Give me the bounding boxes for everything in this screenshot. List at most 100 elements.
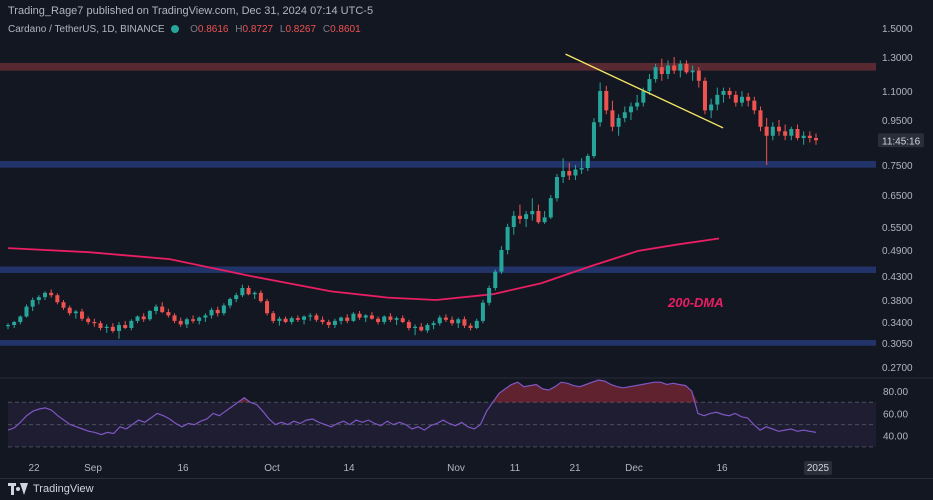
candle-body [443, 317, 448, 320]
candle-body [653, 67, 658, 80]
candle-body [172, 315, 177, 321]
candle-body [369, 315, 374, 319]
candle-body [739, 96, 744, 103]
candle-body [302, 316, 307, 320]
candle-body [795, 129, 800, 138]
candle-body [437, 317, 442, 324]
candle-body [197, 317, 202, 321]
time-tick-label: 16 [177, 463, 189, 474]
candle-body [573, 169, 578, 176]
candle-body [110, 326, 115, 331]
footer-bar: TradingView [0, 478, 933, 500]
low-value: 0.8267 [285, 24, 317, 35]
price-tick-label: 0.4300 [882, 272, 913, 283]
price-tick-label: 1.3000 [882, 53, 913, 64]
candle-body [561, 171, 566, 177]
candle-body [524, 214, 529, 219]
rsi-overbought-fill [8, 380, 816, 403]
candle-body [764, 126, 769, 136]
time-tick-label: 16 [716, 463, 728, 474]
candle-body [221, 305, 226, 314]
candle-body [616, 118, 621, 127]
candle-body [351, 313, 356, 321]
candle-body [345, 317, 350, 321]
candle-body [801, 135, 806, 138]
current-price-box [878, 133, 924, 148]
candle-body [376, 318, 381, 322]
candle-body [647, 79, 652, 91]
candle-body [807, 135, 812, 138]
candle-body [678, 63, 683, 71]
candle-body [721, 91, 726, 95]
symbol-legend: Cardano / TetherUS, 1D, BINANCE O0.8616 … [8, 24, 361, 35]
candle-body [746, 96, 751, 101]
candle-body [450, 319, 455, 324]
candle-body [536, 211, 541, 223]
candle-body [61, 302, 66, 308]
candle-body [406, 322, 411, 328]
time-tick-label: Oct [264, 463, 280, 474]
time-tick-label: 14 [343, 463, 355, 474]
candle-body [295, 318, 300, 320]
symbol-title: Cardano / TetherUS, 1D, BINANCE [8, 24, 165, 35]
candle-body [813, 138, 819, 141]
candle-body [480, 302, 485, 321]
candle-body [610, 110, 615, 127]
tradingview-logo[interactable]: TradingView [8, 483, 94, 495]
price-tick-label: 0.4900 [882, 246, 913, 257]
candle-body [431, 323, 436, 325]
candle-body [567, 171, 572, 176]
price-tick-label: 0.7500 [882, 161, 913, 172]
candle-body [228, 299, 233, 306]
candle-body [690, 70, 695, 73]
candle-body [36, 297, 41, 300]
candle-body [672, 65, 677, 71]
candle-body [147, 311, 152, 320]
candle-body [388, 316, 393, 320]
current-price-label: 11:45:16 [882, 136, 921, 147]
candle-body [715, 94, 720, 105]
dma-200-annotation: 200-DMA [667, 295, 724, 310]
candle-body [400, 318, 405, 322]
candle-body [499, 250, 504, 272]
candle-body [320, 319, 325, 322]
candle-body [394, 318, 399, 320]
candle-body [141, 316, 146, 320]
candle-body [733, 94, 738, 103]
candle-body [758, 110, 763, 127]
price-tick-label: 0.6500 [882, 191, 913, 202]
price-tick-label: 0.3800 [882, 296, 913, 307]
candle-body [456, 319, 461, 324]
candle-body [684, 63, 689, 73]
tradingview-logo-icon [8, 483, 28, 495]
time-tick-label: Dec [625, 463, 643, 474]
time-tick-label: 21 [569, 463, 581, 474]
candle-body [166, 312, 171, 316]
candle-body [49, 292, 54, 296]
candle-body [505, 227, 510, 250]
price-tick-label: 0.2700 [882, 363, 913, 374]
rsi-tick-label: 80.00 [883, 387, 908, 398]
candle-body [252, 292, 257, 295]
candle-body [770, 126, 775, 136]
candle-body [622, 112, 627, 119]
candle-body [271, 313, 276, 321]
price-tick-label: 0.9500 [882, 116, 913, 127]
candle-body [5, 325, 11, 327]
candle-body [548, 198, 553, 218]
price-tick-label: 1.1000 [882, 87, 913, 98]
candle-body [135, 316, 140, 321]
open-value: 0.8616 [197, 24, 229, 35]
candle-body [178, 320, 183, 325]
publish-info-bar: Trading_Rage7 published on TradingView.c… [0, 0, 933, 22]
candle-body [160, 306, 165, 313]
candle-body [665, 65, 670, 74]
candle-body [727, 91, 732, 95]
candle-body [591, 122, 596, 156]
candle-body [783, 131, 788, 136]
candle-body [117, 325, 122, 331]
close-value: 0.8601 [330, 24, 361, 35]
candle-body [92, 322, 97, 324]
candle-body [265, 301, 270, 314]
